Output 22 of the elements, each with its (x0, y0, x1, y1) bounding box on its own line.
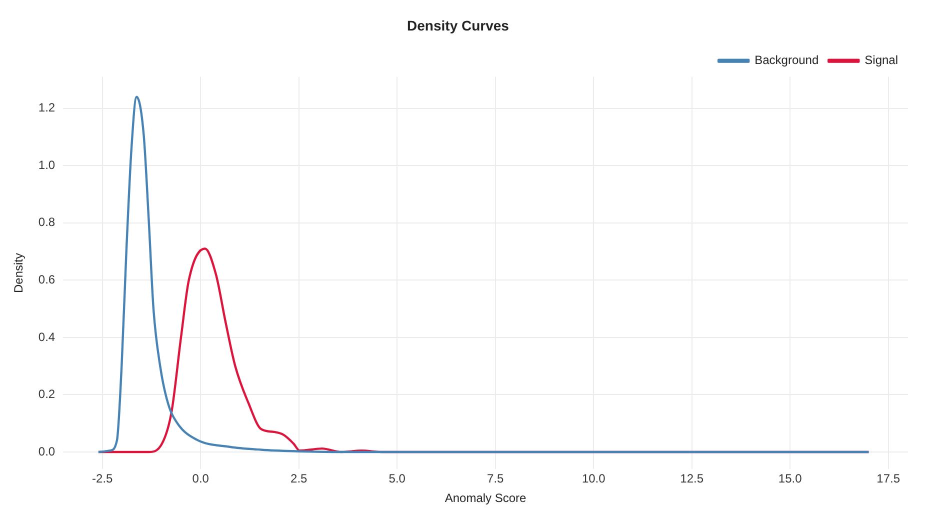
x-tick-label: 10.0 (582, 472, 606, 486)
y-axis-title: Density (12, 252, 26, 294)
x-tick-label: 0.0 (192, 472, 210, 486)
y-tick-label: 0.4 (38, 330, 56, 344)
x-tick-label: 7.5 (487, 472, 504, 486)
y-tick-label: 1.0 (38, 158, 56, 172)
y-tick-label: 0.2 (38, 387, 56, 402)
x-tick-label: 17.5 (876, 472, 900, 486)
y-tick-label: 0.8 (38, 215, 56, 230)
x-axis-title: Anomaly Score (444, 491, 527, 506)
legend-label: Signal (864, 53, 898, 68)
chart-title: Density Curves (407, 17, 510, 34)
y-tick-label: 0.6 (38, 272, 56, 286)
line-series (97, 96, 870, 454)
x-tick-label: -2.5 (92, 472, 114, 486)
x-tick-label: 12.5 (680, 472, 704, 486)
legend-label: Background (754, 53, 819, 68)
y-tick-label: 0.0 (38, 444, 56, 458)
x-tick-label: 15.0 (778, 472, 802, 486)
x-tick-label: 2.5 (290, 472, 308, 486)
x-tick-label: 5.0 (388, 472, 406, 486)
y-tick-label: 1.2 (38, 100, 56, 115)
